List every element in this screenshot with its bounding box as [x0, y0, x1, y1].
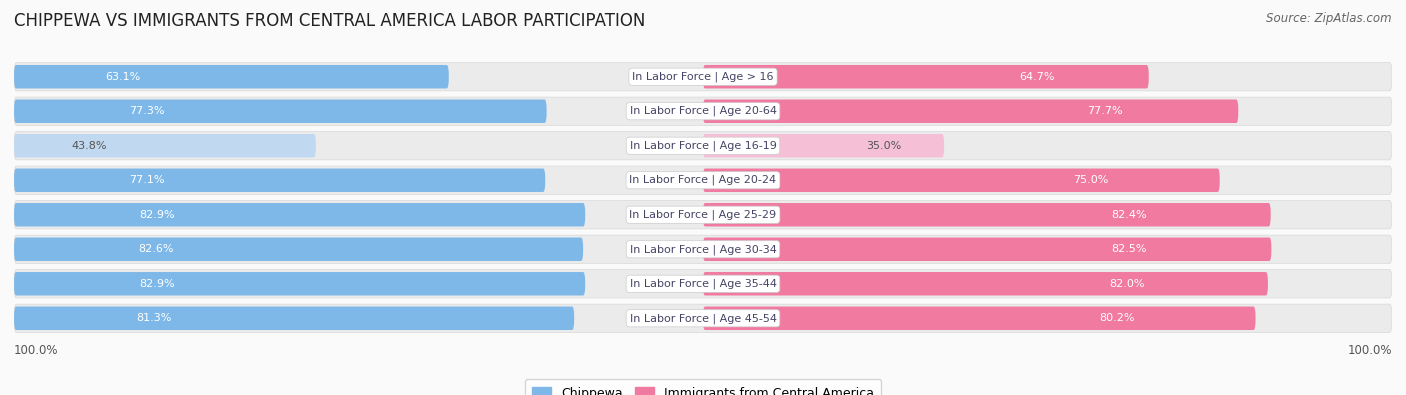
Text: In Labor Force | Age 20-64: In Labor Force | Age 20-64 — [630, 106, 776, 117]
Text: 77.7%: 77.7% — [1087, 106, 1122, 116]
FancyBboxPatch shape — [14, 307, 574, 330]
FancyBboxPatch shape — [14, 304, 1392, 333]
FancyBboxPatch shape — [14, 166, 1392, 194]
FancyBboxPatch shape — [14, 169, 546, 192]
Text: In Labor Force | Age 35-44: In Labor Force | Age 35-44 — [630, 278, 776, 289]
Text: In Labor Force | Age 16-19: In Labor Force | Age 16-19 — [630, 141, 776, 151]
Text: 82.5%: 82.5% — [1112, 244, 1147, 254]
Text: 82.0%: 82.0% — [1109, 279, 1144, 289]
Legend: Chippewa, Immigrants from Central America: Chippewa, Immigrants from Central Americ… — [524, 379, 882, 395]
FancyBboxPatch shape — [703, 307, 1256, 330]
FancyBboxPatch shape — [14, 132, 1392, 160]
Text: CHIPPEWA VS IMMIGRANTS FROM CENTRAL AMERICA LABOR PARTICIPATION: CHIPPEWA VS IMMIGRANTS FROM CENTRAL AMER… — [14, 12, 645, 30]
Text: 63.1%: 63.1% — [105, 72, 141, 82]
FancyBboxPatch shape — [703, 203, 1271, 226]
FancyBboxPatch shape — [703, 65, 1149, 88]
Text: In Labor Force | Age 45-54: In Labor Force | Age 45-54 — [630, 313, 776, 324]
Text: 100.0%: 100.0% — [14, 344, 59, 357]
FancyBboxPatch shape — [703, 134, 945, 158]
Text: 82.4%: 82.4% — [1111, 210, 1146, 220]
Text: In Labor Force | Age 25-29: In Labor Force | Age 25-29 — [630, 209, 776, 220]
Text: 64.7%: 64.7% — [1019, 72, 1054, 82]
FancyBboxPatch shape — [14, 65, 449, 88]
Text: 100.0%: 100.0% — [1347, 344, 1392, 357]
FancyBboxPatch shape — [14, 272, 585, 295]
Text: 35.0%: 35.0% — [866, 141, 901, 151]
FancyBboxPatch shape — [14, 235, 1392, 263]
Text: 82.9%: 82.9% — [139, 210, 174, 220]
FancyBboxPatch shape — [703, 237, 1271, 261]
Text: In Labor Force | Age 20-24: In Labor Force | Age 20-24 — [630, 175, 776, 186]
FancyBboxPatch shape — [703, 272, 1268, 295]
FancyBboxPatch shape — [14, 134, 316, 158]
Text: 82.9%: 82.9% — [139, 279, 174, 289]
FancyBboxPatch shape — [14, 203, 585, 226]
FancyBboxPatch shape — [703, 100, 1239, 123]
FancyBboxPatch shape — [703, 169, 1219, 192]
Text: 80.2%: 80.2% — [1099, 313, 1135, 323]
Text: 75.0%: 75.0% — [1073, 175, 1108, 185]
Text: In Labor Force | Age > 16: In Labor Force | Age > 16 — [633, 71, 773, 82]
FancyBboxPatch shape — [14, 97, 1392, 125]
FancyBboxPatch shape — [14, 237, 583, 261]
Text: 82.6%: 82.6% — [139, 244, 174, 254]
FancyBboxPatch shape — [14, 270, 1392, 298]
Text: 77.1%: 77.1% — [129, 175, 165, 185]
Text: Source: ZipAtlas.com: Source: ZipAtlas.com — [1267, 12, 1392, 25]
Text: 43.8%: 43.8% — [72, 141, 107, 151]
Text: 77.3%: 77.3% — [129, 106, 165, 116]
FancyBboxPatch shape — [14, 62, 1392, 91]
FancyBboxPatch shape — [14, 100, 547, 123]
Text: 81.3%: 81.3% — [136, 313, 172, 323]
Text: In Labor Force | Age 30-34: In Labor Force | Age 30-34 — [630, 244, 776, 254]
FancyBboxPatch shape — [14, 201, 1392, 229]
